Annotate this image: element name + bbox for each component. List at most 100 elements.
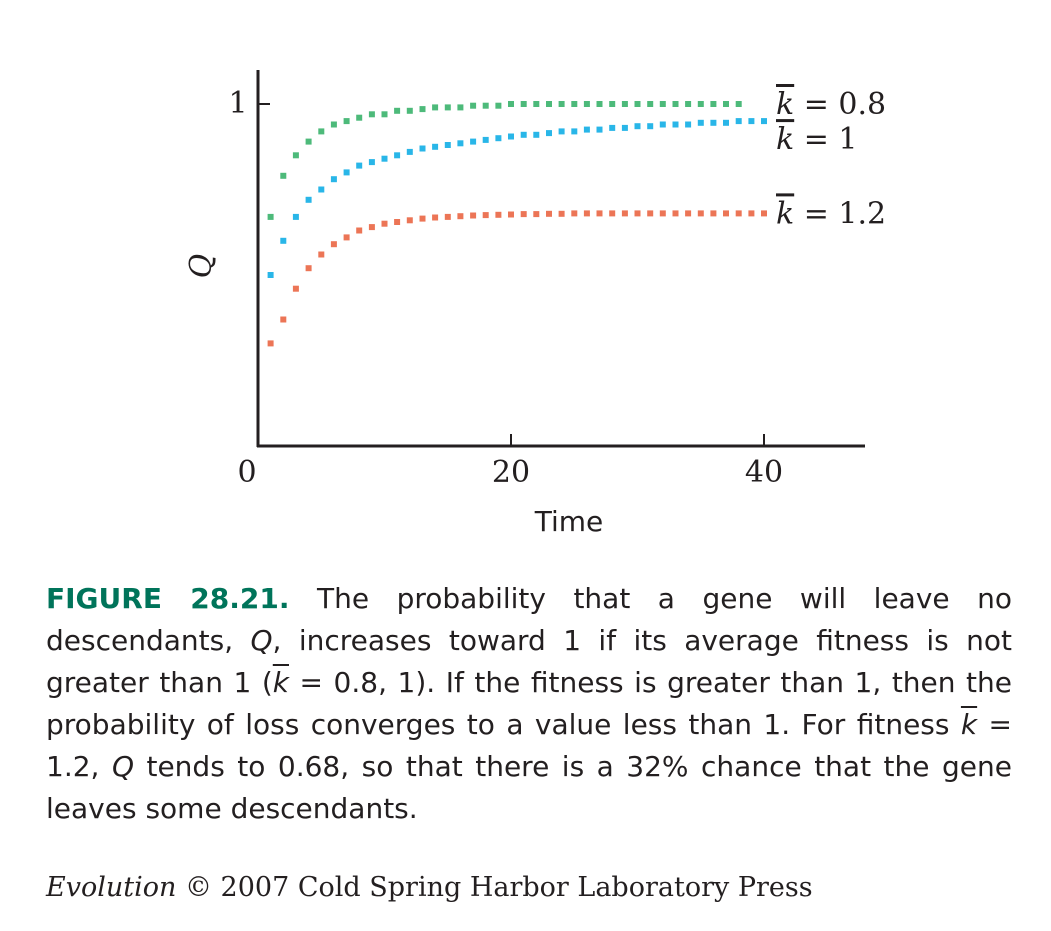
data-point-k-0-8	[280, 172, 287, 179]
data-point-k-1	[748, 118, 755, 125]
data-point-k-0-8	[356, 114, 363, 121]
data-point-k-0-8	[394, 107, 401, 114]
data-point-k-1-2	[305, 265, 312, 272]
series-label-k-0-8: k = 0.8	[776, 87, 886, 122]
data-point-k-1	[381, 155, 388, 162]
data-point-k-0-8	[596, 101, 603, 107]
data-point-k-1	[495, 135, 502, 142]
data-point-k-1-2	[318, 251, 325, 258]
data-point-k-1	[546, 130, 552, 137]
data-point-k-1	[356, 162, 363, 169]
data-point-k-1-2	[520, 211, 527, 218]
data-point-k-1-2	[343, 234, 350, 241]
data-point-k-0-8	[432, 104, 439, 111]
figure-number: FIGURE 28.21.	[46, 582, 290, 615]
data-point-k-1-2	[710, 210, 717, 217]
data-point-k-1	[419, 145, 426, 152]
data-point-k-1-2	[647, 210, 654, 217]
caption-text-3: = 0.8, 1). If the fitness is greater tha…	[46, 666, 1013, 741]
data-point-k-1	[596, 126, 603, 133]
data-point-k-1-2	[381, 220, 388, 227]
data-point-k-0-8	[292, 152, 299, 159]
data-point-k-1-2	[432, 214, 439, 221]
data-point-k-1	[621, 124, 628, 131]
data-point-k-1	[280, 237, 287, 244]
data-point-k-1-2	[659, 210, 666, 217]
data-point-k-1-2	[330, 241, 337, 248]
data-point-k-1-2	[685, 210, 692, 217]
data-point-k-1-2	[723, 210, 729, 217]
data-point-k-1-2	[470, 212, 477, 219]
caption-text-5: tends to 0.68, so that there is a 32% ch…	[46, 750, 1012, 825]
series-label-k-1: k = 1	[776, 122, 857, 157]
data-point-k-1	[444, 142, 451, 148]
data-point-k-1-2	[546, 210, 552, 217]
data-point-k-1	[697, 119, 704, 126]
data-point-k-0-8	[659, 101, 666, 107]
data-point-k-0-8	[571, 101, 578, 107]
caption-text-2: , increases toward 1 if its average fitn…	[46, 624, 1012, 699]
data-point-k-0-8	[343, 118, 350, 125]
data-point-k-0-8	[609, 101, 616, 107]
data-point-k-1	[672, 121, 679, 128]
data-point-k-1-2	[533, 211, 540, 218]
x-tick-label-40: 40	[745, 455, 783, 490]
data-point-k-1-2	[596, 210, 603, 217]
data-point-k-1	[470, 138, 477, 145]
data-point-k-1-2	[267, 340, 274, 347]
data-point-k-1	[659, 121, 666, 128]
copyright-credit: Evolution © 2007 Cold Spring Harbor Labo…	[46, 872, 813, 903]
data-point-k-1	[267, 272, 274, 278]
data-point-k-1	[647, 123, 654, 130]
data-point-k-0-8	[710, 101, 717, 107]
data-point-k-1-2	[394, 219, 401, 225]
data-point-k-1-2	[356, 227, 363, 234]
data-point-k-1-2	[583, 210, 590, 217]
data-point-k-1	[368, 159, 375, 166]
data-point-k-1	[318, 186, 325, 193]
data-point-k-1	[558, 128, 565, 135]
q-vs-time-chart: 1 0 20 40 Time Q k = 0.8k = 1 k = 1.2	[184, 70, 886, 538]
x-tick-label-20: 20	[492, 455, 530, 490]
data-point-k-1	[508, 133, 514, 140]
data-point-k-0-8	[457, 104, 464, 111]
data-point-k-0-8	[723, 101, 729, 107]
data-point-k-0-8	[634, 101, 641, 107]
data-point-k-1-2	[280, 316, 287, 323]
caption-text-4: = 1.2,	[46, 708, 1012, 783]
data-point-k-1-2	[457, 213, 464, 220]
data-point-k-0-8	[368, 111, 375, 118]
data-point-k-1-2	[634, 210, 641, 217]
caption-symbol-q: Q	[111, 750, 134, 783]
data-point-k-1	[482, 136, 489, 143]
data-point-k-0-8	[697, 101, 704, 107]
data-point-k-0-8	[406, 107, 413, 114]
data-point-k-1-2	[697, 210, 704, 217]
data-point-k-0-8	[267, 213, 274, 220]
series-label-k-1-2: k = 1.2	[776, 196, 886, 231]
data-point-k-1-2	[558, 210, 565, 217]
data-point-k-0-8	[444, 104, 451, 111]
data-point-k-1-2	[761, 210, 767, 217]
data-point-k-1	[609, 124, 616, 131]
data-point-k-1-2	[482, 212, 489, 219]
data-point-k-0-8	[533, 101, 540, 107]
data-point-k-0-8	[482, 102, 489, 109]
data-point-k-1-2	[621, 210, 628, 217]
data-point-k-1-2	[508, 211, 514, 218]
data-point-k-1-2	[419, 215, 426, 222]
figure-caption: FIGURE 28.21. The probability that a gen…	[46, 578, 1012, 830]
data-point-k-1	[406, 148, 413, 155]
y-axis-label: Q	[184, 254, 219, 279]
data-point-k-1	[761, 118, 767, 125]
data-point-k-0-8	[470, 102, 477, 109]
x-axis-label: Time	[534, 505, 604, 538]
data-point-k-0-8	[305, 138, 312, 145]
data-point-k-0-8	[735, 101, 742, 107]
data-point-k-1	[735, 118, 742, 125]
data-point-k-1	[723, 119, 729, 126]
data-point-k-0-8	[621, 101, 628, 107]
caption-symbol-k: k	[272, 666, 289, 699]
y-tick-label-1: 1	[228, 86, 247, 121]
data-point-k-1	[394, 152, 401, 159]
